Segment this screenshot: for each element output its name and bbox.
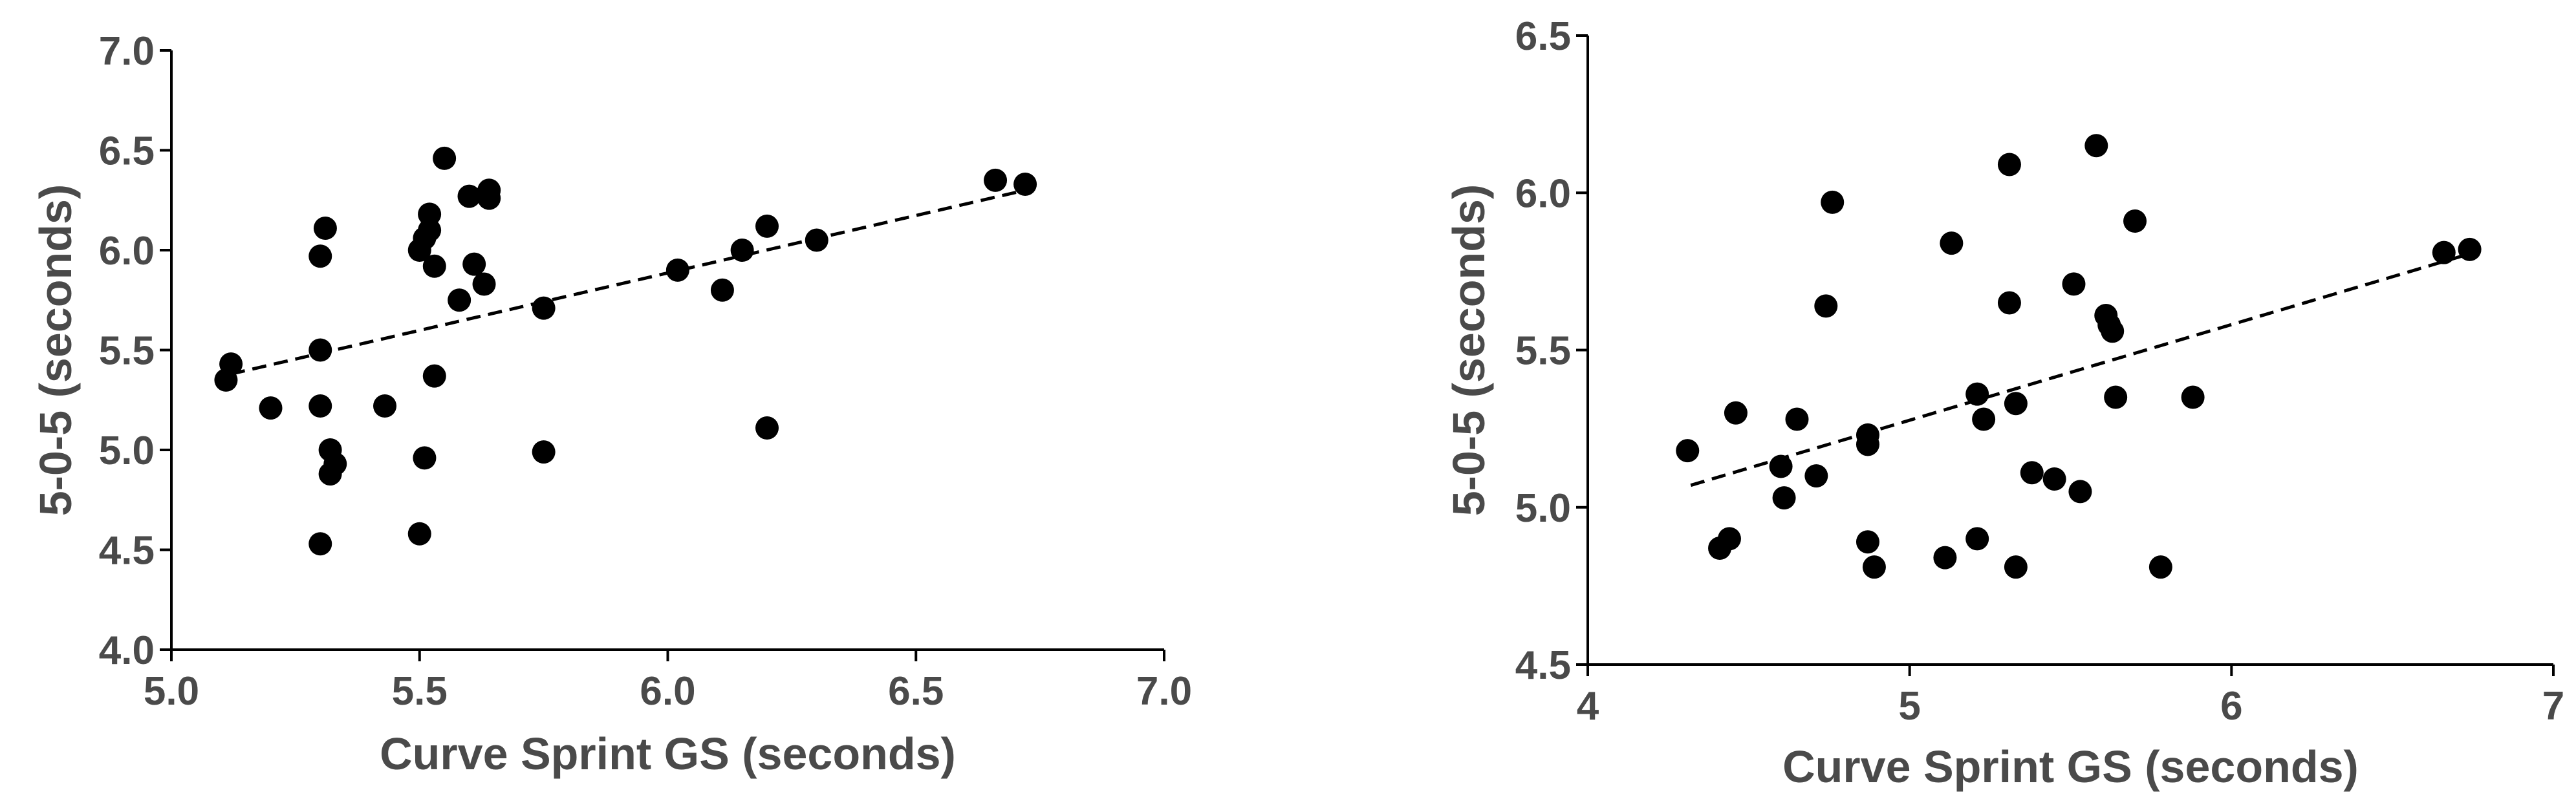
y-tick-label: 5.5 <box>99 329 155 374</box>
y-tick-label: 7.0 <box>99 29 155 74</box>
y-tick-label: 6.5 <box>99 129 155 174</box>
data-point <box>472 272 496 296</box>
data-point <box>413 446 437 470</box>
data-point <box>1940 231 1964 255</box>
data-point <box>984 168 1008 192</box>
data-point <box>532 440 556 464</box>
data-point <box>313 217 337 240</box>
y-axis-title: 5-0-5 (seconds) <box>1444 184 1494 516</box>
data-point <box>448 288 471 312</box>
y-tick-label: 4.0 <box>99 628 155 673</box>
x-tick-label: 4 <box>1577 684 1599 729</box>
data-point <box>1856 423 1879 447</box>
x-tick-label: 5 <box>1898 684 1920 729</box>
x-axis-title: Curve Sprint GS (seconds) <box>380 729 956 779</box>
data-point <box>1013 173 1037 197</box>
data-point <box>1997 291 2021 315</box>
data-point <box>1717 527 1741 551</box>
data-point <box>1965 527 1989 551</box>
data-point <box>259 396 283 420</box>
data-point <box>318 462 342 486</box>
data-point <box>462 252 486 276</box>
data-point <box>418 218 442 242</box>
data-point <box>1856 530 1879 554</box>
data-point <box>2458 237 2482 261</box>
data-point <box>805 228 828 252</box>
y-tick-label: 5.5 <box>1515 329 1571 374</box>
data-point <box>407 522 431 546</box>
data-point <box>532 296 556 320</box>
y-tick-label: 6.0 <box>99 229 155 273</box>
y-tick-label: 6.0 <box>1515 171 1571 216</box>
data-point <box>2020 461 2044 485</box>
data-point <box>1862 555 1886 579</box>
y-tick-label: 5.0 <box>99 429 155 473</box>
data-point <box>1821 190 1845 214</box>
y-tick-label: 4.5 <box>1515 643 1571 688</box>
data-point <box>1769 454 1793 478</box>
data-point <box>2068 480 2092 504</box>
x-tick-label: 7.0 <box>1136 669 1192 714</box>
data-point <box>477 186 501 210</box>
data-point <box>2123 209 2147 233</box>
data-point <box>457 184 481 208</box>
data-point <box>2148 555 2172 579</box>
data-point <box>1933 546 1957 570</box>
y-tick-label: 6.5 <box>1515 14 1571 59</box>
x-axis-title: Curve Sprint GS (seconds) <box>1782 741 2359 792</box>
data-point <box>755 416 779 440</box>
x-tick-label: 6 <box>2220 684 2242 729</box>
data-point <box>308 532 332 556</box>
data-point <box>2432 240 2456 264</box>
data-point <box>2042 467 2066 491</box>
x-tick-label: 5.0 <box>144 669 199 714</box>
trendline <box>230 188 1026 376</box>
scatter-chart-right: 4.5 5.0 5.5 6.0 6.5 4 5 6 7 Curve Sprint GS (seco… <box>1444 14 2564 792</box>
data-point <box>730 239 754 262</box>
data-point <box>418 202 442 226</box>
data-point <box>2062 272 2086 296</box>
data-point <box>422 364 446 388</box>
data-point <box>373 394 397 418</box>
data-point <box>710 278 734 302</box>
data-point <box>1965 382 1989 406</box>
y-axis-title: 5-0-5 (seconds) <box>30 184 81 516</box>
x-tick-label: 6.0 <box>640 669 695 714</box>
data-point <box>2084 134 2108 158</box>
x-tick-label: 6.5 <box>888 669 944 714</box>
trendline <box>1690 254 2464 487</box>
data-point <box>1785 407 1809 431</box>
data-point <box>1676 439 1700 463</box>
y-tick-label: 5.0 <box>1515 486 1571 531</box>
data-point <box>666 258 689 282</box>
data-point <box>1972 407 1996 431</box>
data-point <box>2181 385 2205 409</box>
data-point <box>2104 385 2128 409</box>
scatter-chart-left: 4.0 4.5 5.0 5.5 6.0 6.5 7.0 5.0 5.5 6.0 6.5 7.0 Curv… <box>30 29 1192 779</box>
data-point <box>2101 319 2125 343</box>
data-point <box>2004 392 2028 416</box>
y-tick-label: 4.5 <box>99 529 155 573</box>
data-point <box>422 254 446 278</box>
data-point <box>308 338 332 362</box>
data-point <box>308 244 332 268</box>
data-point <box>755 214 779 238</box>
data-point <box>1772 486 1796 510</box>
data-point <box>1804 464 1828 488</box>
x-tick-label: 5.5 <box>392 669 448 714</box>
data-point <box>1724 401 1748 425</box>
data-point <box>1814 294 1838 318</box>
x-tick-label: 7 <box>2542 684 2564 729</box>
data-point <box>1997 153 2021 176</box>
data-point <box>308 394 332 418</box>
data-point <box>219 352 243 376</box>
data-point <box>2004 555 2028 579</box>
data-point <box>433 146 457 170</box>
